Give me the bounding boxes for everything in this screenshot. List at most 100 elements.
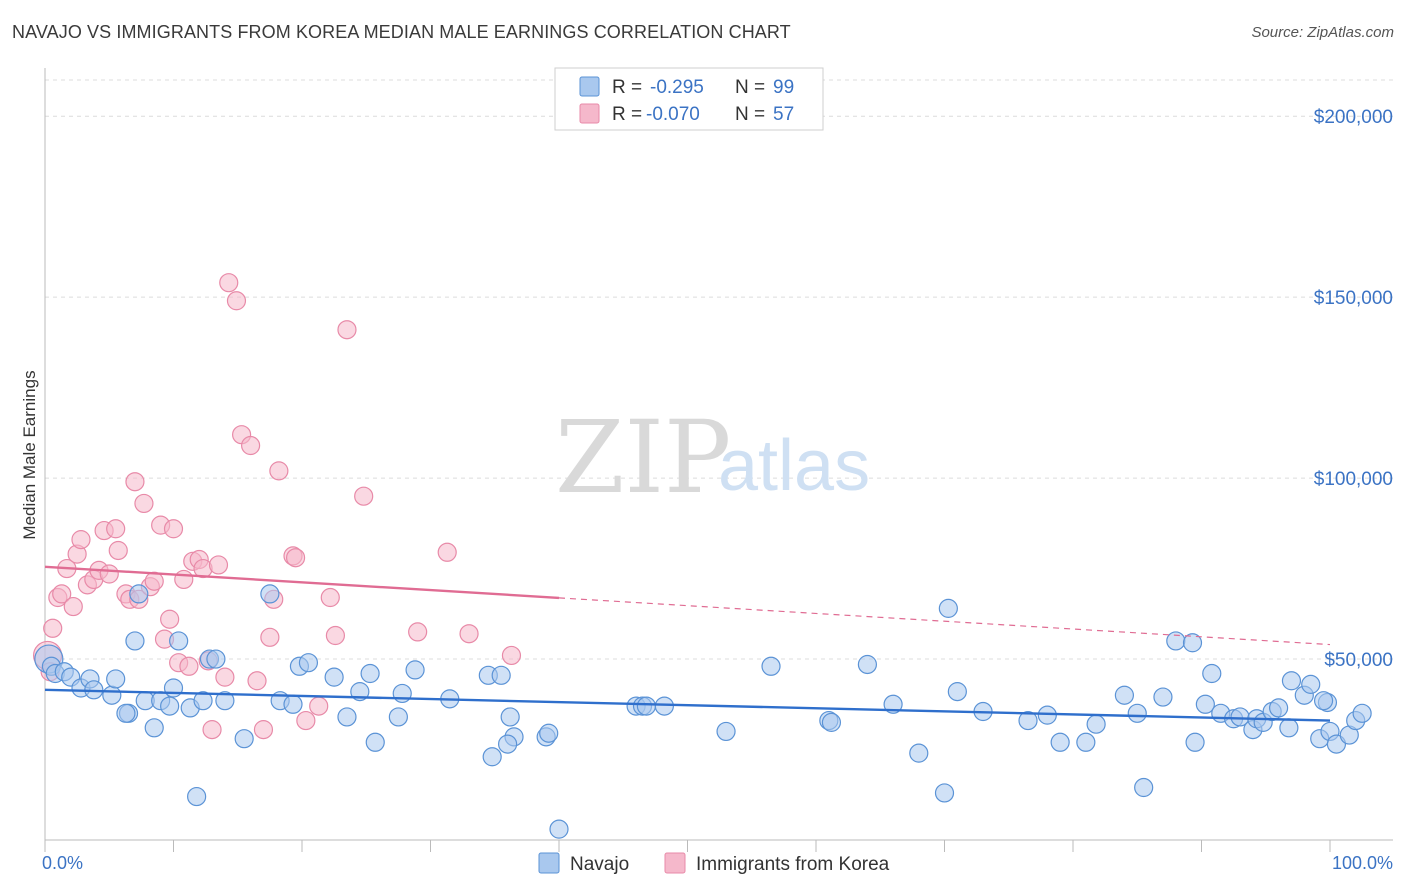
navajo-point-33 <box>337 707 357 727</box>
bottom-legend-label-navajo: Navajo <box>570 854 629 875</box>
korea-point-20 <box>134 493 154 514</box>
navajo-point-60 <box>909 743 929 763</box>
navajo-point-46 <box>498 734 518 754</box>
navajo-point-36 <box>365 732 385 752</box>
navajo-point-98 <box>1352 703 1372 723</box>
navajo-point-70 <box>1114 685 1135 705</box>
legend: R = -0.295 N = 99 R = -0.070 N = 57 <box>554 67 824 131</box>
series-immigrants-from-korea <box>32 273 522 740</box>
x-tick-label-min: 0.0% <box>42 853 83 873</box>
bottom-legend-swatch-navajo <box>538 852 560 874</box>
watermark: ZIP atlas <box>555 399 870 516</box>
korea-point-50 <box>320 587 340 608</box>
y-tick-label-3: $200,000 <box>1314 107 1393 128</box>
korea-point-28 <box>174 569 194 590</box>
watermark-zip: ZIP <box>555 399 731 516</box>
y-tick-label-1: $100,000 <box>1314 469 1393 490</box>
bottom-legend-swatch-korea <box>664 852 686 874</box>
navajo-point-90 <box>1301 674 1321 694</box>
navajo-point-55 <box>761 656 781 676</box>
y-axis-label: Median Male Earnings <box>20 370 39 539</box>
navajo-point-27 <box>260 584 280 604</box>
korea-point-57 <box>501 645 522 666</box>
navajo-point-22 <box>193 691 213 711</box>
navajo-point-21 <box>187 786 207 807</box>
navajo-point-8 <box>102 685 122 705</box>
navajo-point-61 <box>934 783 955 803</box>
korea-point-48 <box>296 710 316 731</box>
korea-point-41 <box>247 671 267 691</box>
navajo-point-44 <box>500 707 520 727</box>
navajo-point-38 <box>392 683 412 704</box>
korea-point-14 <box>106 519 126 539</box>
korea-point-38 <box>226 291 247 311</box>
y-tick-labels: $50,000 $100,000 $150,000 $200,000 <box>1314 107 1393 671</box>
navajo-point-67 <box>1050 732 1070 752</box>
navajo-point-43 <box>482 747 502 767</box>
navajo-point-62 <box>938 598 958 618</box>
navajo-point-87 <box>1279 718 1299 738</box>
korea-point-29 <box>179 656 199 676</box>
navajo-point-92 <box>1313 691 1334 711</box>
navajo-point-26 <box>234 729 254 749</box>
navajo-point-18 <box>163 678 184 698</box>
navajo-point-76 <box>1182 633 1203 653</box>
navajo-point-72 <box>1134 777 1154 798</box>
series-navajo <box>34 584 1372 839</box>
navajo-point-68 <box>1076 732 1096 752</box>
korea-point-15 <box>108 540 128 561</box>
legend-r-value-korea: -0.070 <box>646 104 700 125</box>
source-credit: Source: ZipAtlas.com <box>1251 24 1394 41</box>
legend-n-value-korea: 57 <box>773 104 794 125</box>
navajo-point-58 <box>857 654 878 675</box>
korea-trend-line <box>44 565 560 600</box>
korea-point-45 <box>269 461 289 481</box>
korea-point-13 <box>99 564 119 584</box>
korea-point-47 <box>285 548 306 568</box>
navajo-point-15 <box>144 718 164 738</box>
korea-point-56 <box>459 624 479 644</box>
navajo-point-24 <box>206 649 226 669</box>
navajo-point-37 <box>388 707 408 727</box>
navajo-point-53 <box>654 696 674 716</box>
navajo-point-49 <box>549 819 569 839</box>
korea-point-26 <box>163 519 184 539</box>
navajo-point-52 <box>636 696 656 716</box>
korea-point-55 <box>437 542 457 562</box>
navajo-point-86 <box>1268 698 1289 718</box>
navajo-point-54 <box>716 721 736 742</box>
legend-swatch-korea <box>579 103 600 124</box>
navajo-point-25 <box>215 691 235 711</box>
navajo-point-88 <box>1281 671 1302 691</box>
legend-swatch-navajo <box>579 76 600 97</box>
legend-n-label-navajo: N = <box>735 77 765 98</box>
navajo-point-9 <box>106 669 126 689</box>
navajo-point-48 <box>539 723 559 743</box>
navajo-point-11 <box>116 703 136 723</box>
legend-r-value-navajo: -0.295 <box>650 77 704 98</box>
legend-r-label-korea: R = <box>612 104 642 125</box>
korea-point-37 <box>219 273 239 293</box>
trend-lines <box>44 565 1331 722</box>
korea-point-6 <box>63 596 83 617</box>
korea-point-43 <box>260 627 280 647</box>
bottom-legend-label-korea: Immigrants from Korea <box>696 854 890 875</box>
korea-point-18 <box>125 472 145 492</box>
navajo-trend-line <box>44 688 1331 722</box>
korea-point-51 <box>325 625 346 646</box>
navajo-point-30 <box>283 694 303 714</box>
legend-r-label-navajo: R = <box>612 77 642 98</box>
legend-n-label-korea: N = <box>735 104 765 125</box>
watermark-atlas: atlas <box>718 426 870 506</box>
navajo-point-35 <box>360 663 380 684</box>
navajo-point-57 <box>821 712 842 732</box>
legend-box <box>554 67 824 131</box>
navajo-point-59 <box>883 694 903 714</box>
korea-trend-extension <box>558 597 1331 646</box>
axes <box>44 68 1393 852</box>
y-tick-label-0: $50,000 <box>1324 650 1393 671</box>
navajo-point-71 <box>1127 703 1147 723</box>
korea-point-36 <box>215 667 235 687</box>
navajo-point-32 <box>324 667 344 687</box>
